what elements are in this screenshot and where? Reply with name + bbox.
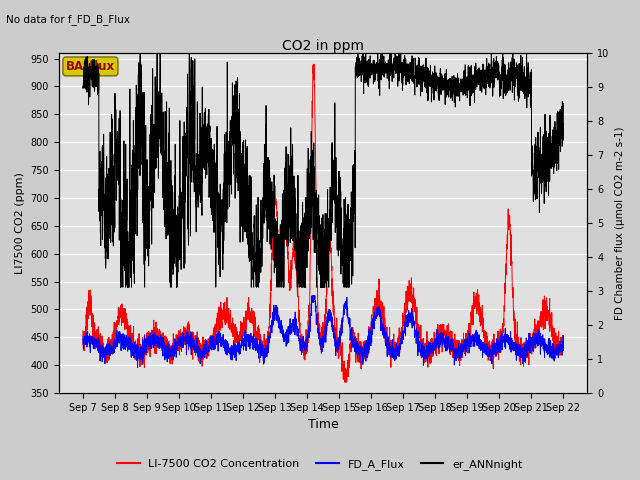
Legend: LI-7500 CO2 Concentration, FD_A_Flux, er_ANNnight: LI-7500 CO2 Concentration, FD_A_Flux, er… bbox=[113, 455, 527, 474]
X-axis label: Time: Time bbox=[308, 419, 339, 432]
Y-axis label: LI7500 CO2 (ppm): LI7500 CO2 (ppm) bbox=[15, 172, 25, 274]
Text: No data for f_FD_B_Flux: No data for f_FD_B_Flux bbox=[6, 14, 131, 25]
Y-axis label: FD Chamber flux (μmol CO2 m-2 s-1): FD Chamber flux (μmol CO2 m-2 s-1) bbox=[615, 126, 625, 320]
Title: CO2 in ppm: CO2 in ppm bbox=[282, 39, 364, 53]
Text: BA_flux: BA_flux bbox=[66, 60, 115, 73]
